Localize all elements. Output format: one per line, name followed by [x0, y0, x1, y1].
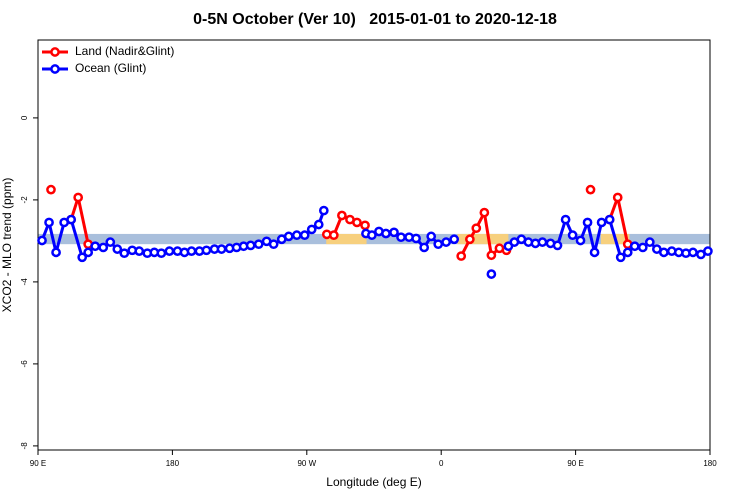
- data-point: [268, 239, 279, 250]
- data-point: [479, 207, 490, 218]
- data-point: [201, 245, 212, 256]
- data-point: [688, 247, 698, 258]
- data-point: [552, 240, 563, 251]
- data-point: [433, 239, 444, 250]
- data-point: [441, 237, 451, 247]
- data-point: [703, 246, 713, 256]
- data-point: [659, 247, 669, 258]
- data-point: [456, 251, 467, 261]
- legend-label: Ocean (Glint): [75, 61, 146, 75]
- data-point: [318, 205, 329, 216]
- data-point: [313, 219, 324, 230]
- data-point: [306, 224, 317, 235]
- data-point: [283, 231, 294, 242]
- data-point: [411, 233, 421, 244]
- data-point: [612, 192, 623, 203]
- band-segment: [457, 233, 509, 245]
- y-axis-label: XCO2 - MLO trend (ppm): [0, 178, 14, 313]
- data-point: [629, 241, 640, 252]
- y-tick-label: -6: [20, 360, 29, 368]
- x-tick-label: 90 E: [30, 459, 46, 468]
- data-point: [582, 217, 593, 228]
- data-point: [83, 247, 94, 258]
- y-tick-label: 0: [20, 115, 29, 120]
- x-tick-label: 90 W: [297, 459, 316, 468]
- data-point: [537, 237, 548, 247]
- data-point: [615, 252, 626, 263]
- data-point: [567, 230, 578, 241]
- data-point: [486, 250, 497, 261]
- x-tick-label: 180: [703, 459, 717, 468]
- data-point: [328, 230, 339, 241]
- data-point: [105, 237, 116, 247]
- data-point: [112, 244, 123, 254]
- data-point: [589, 247, 600, 258]
- data-point: [396, 232, 406, 243]
- data-point: [156, 248, 167, 259]
- data-point: [44, 217, 54, 228]
- data-point: [426, 231, 437, 242]
- data-point: [51, 247, 61, 258]
- data-point: [46, 184, 56, 195]
- legend-label: Land (Nadir&Glint): [75, 44, 174, 58]
- data-point: [245, 240, 256, 251]
- data-point: [637, 242, 648, 253]
- data-point: [585, 184, 596, 195]
- data-point: [337, 210, 347, 221]
- data-point: [622, 247, 633, 258]
- data-point: [449, 234, 460, 245]
- data-point: [37, 235, 47, 246]
- data-point: [419, 242, 430, 253]
- data-point: [66, 214, 77, 225]
- data-point: [299, 230, 310, 241]
- data-point: [465, 234, 475, 245]
- data-point: [98, 242, 109, 253]
- plot-frame: [37, 39, 711, 451]
- data-point: [486, 269, 497, 279]
- chart-title: 0-5N October (Ver 10) 2015-01-01 to 2020…: [193, 11, 557, 28]
- data-point: [73, 192, 84, 203]
- data-point: [381, 228, 391, 239]
- data-point: [164, 246, 175, 256]
- data-point: [352, 217, 362, 228]
- data-point: [253, 239, 264, 250]
- legend-marker: [50, 47, 60, 57]
- data-point: [77, 252, 88, 263]
- x-tick-label: 90 E: [567, 459, 583, 468]
- x-tick-label: 180: [166, 459, 180, 468]
- x-tick-label: 0: [439, 459, 444, 468]
- data-point: [119, 248, 130, 259]
- series-line: [69, 195, 630, 257]
- x-axis-label: Longitude (deg E): [326, 475, 421, 489]
- band-segment: [326, 233, 367, 245]
- y-tick-label: -2: [20, 196, 29, 204]
- data-point: [216, 244, 227, 254]
- data-point: [575, 235, 586, 246]
- data-point: [560, 214, 571, 225]
- data-point: [360, 220, 370, 231]
- y-tick-label: -8: [20, 442, 29, 450]
- data-point: [367, 230, 377, 241]
- legend-marker: [50, 64, 60, 74]
- data-point: [644, 237, 655, 247]
- data-point: [291, 230, 302, 241]
- data-point: [389, 227, 399, 238]
- y-tick-label: -4: [20, 278, 29, 286]
- data-point: [471, 223, 482, 234]
- data-point: [90, 241, 101, 252]
- data-point: [604, 214, 615, 225]
- data-point: [596, 217, 607, 228]
- data-point: [186, 246, 197, 256]
- data-point: [134, 246, 145, 256]
